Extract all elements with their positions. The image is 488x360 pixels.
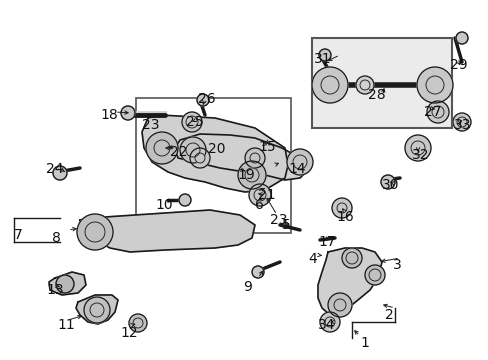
Circle shape — [195, 153, 204, 163]
Circle shape — [452, 113, 470, 131]
Circle shape — [319, 312, 339, 332]
Text: 23: 23 — [269, 213, 287, 227]
Circle shape — [244, 148, 264, 168]
Text: 33: 33 — [453, 118, 470, 132]
Circle shape — [121, 106, 135, 120]
Polygon shape — [76, 295, 118, 324]
Circle shape — [238, 161, 265, 189]
Text: 11: 11 — [57, 318, 75, 332]
Circle shape — [431, 106, 443, 118]
Text: 24: 24 — [46, 162, 63, 176]
Circle shape — [251, 266, 264, 278]
Text: 3: 3 — [392, 258, 401, 272]
Circle shape — [84, 297, 110, 323]
Circle shape — [333, 299, 346, 311]
Circle shape — [154, 140, 170, 156]
Text: 26: 26 — [198, 92, 215, 106]
Circle shape — [180, 137, 205, 163]
Bar — [136, 98, 290, 233]
Text: 19: 19 — [237, 168, 254, 182]
Circle shape — [253, 189, 265, 201]
Circle shape — [318, 49, 330, 61]
Circle shape — [190, 148, 209, 168]
Circle shape — [346, 252, 357, 264]
Circle shape — [325, 317, 334, 327]
Circle shape — [331, 198, 351, 218]
Circle shape — [368, 269, 380, 281]
Text: 21: 21 — [258, 188, 275, 202]
Circle shape — [320, 76, 338, 94]
Circle shape — [56, 275, 74, 293]
Text: 30: 30 — [381, 178, 399, 192]
Text: 18: 18 — [100, 108, 118, 122]
Polygon shape — [49, 272, 86, 295]
Polygon shape — [175, 134, 309, 180]
Text: 12: 12 — [120, 326, 137, 340]
Text: 1: 1 — [360, 336, 368, 350]
Circle shape — [197, 94, 208, 106]
Circle shape — [359, 80, 369, 90]
Circle shape — [336, 203, 346, 213]
Text: 10: 10 — [155, 198, 172, 212]
Circle shape — [53, 166, 67, 180]
Circle shape — [341, 248, 361, 268]
Text: 34: 34 — [317, 318, 335, 332]
Text: 7: 7 — [14, 228, 23, 242]
Circle shape — [133, 318, 142, 328]
Circle shape — [179, 194, 191, 206]
Text: 14: 14 — [287, 162, 305, 176]
Text: 5: 5 — [282, 218, 290, 232]
Polygon shape — [80, 210, 254, 252]
Circle shape — [292, 155, 306, 169]
Text: 16: 16 — [335, 210, 353, 224]
Bar — [311, 38, 451, 128]
Text: 20: 20 — [207, 142, 225, 156]
Text: 29: 29 — [449, 58, 467, 72]
Text: 31: 31 — [313, 52, 331, 66]
Circle shape — [327, 293, 351, 317]
Text: 17: 17 — [317, 235, 335, 249]
Circle shape — [364, 265, 384, 285]
Text: 22: 22 — [170, 145, 187, 159]
Circle shape — [146, 132, 178, 164]
Circle shape — [425, 76, 443, 94]
Circle shape — [410, 141, 424, 155]
Circle shape — [355, 76, 373, 94]
Circle shape — [456, 117, 466, 127]
Circle shape — [455, 32, 467, 44]
Circle shape — [244, 168, 259, 182]
Circle shape — [286, 149, 312, 175]
Circle shape — [185, 116, 198, 128]
Circle shape — [90, 303, 104, 317]
Circle shape — [182, 112, 202, 132]
Circle shape — [185, 143, 200, 157]
Circle shape — [129, 314, 147, 332]
Circle shape — [380, 175, 394, 189]
Circle shape — [416, 67, 452, 103]
Circle shape — [248, 184, 270, 206]
Circle shape — [85, 222, 105, 242]
Text: 6: 6 — [254, 198, 264, 212]
Circle shape — [311, 67, 347, 103]
Text: 8: 8 — [52, 231, 61, 245]
Text: 15: 15 — [258, 140, 275, 154]
Polygon shape — [317, 248, 381, 315]
Circle shape — [77, 214, 113, 250]
Text: 4: 4 — [307, 252, 316, 266]
Text: 23: 23 — [142, 118, 159, 132]
Circle shape — [249, 153, 260, 163]
Text: 13: 13 — [46, 283, 63, 297]
Text: 2: 2 — [384, 308, 393, 322]
Circle shape — [404, 135, 430, 161]
Text: 9: 9 — [243, 280, 251, 294]
Text: 25: 25 — [185, 115, 203, 129]
Circle shape — [426, 101, 448, 123]
Text: 27: 27 — [423, 105, 441, 119]
Polygon shape — [142, 115, 287, 192]
Text: 32: 32 — [411, 148, 428, 162]
Text: 28: 28 — [367, 88, 385, 102]
